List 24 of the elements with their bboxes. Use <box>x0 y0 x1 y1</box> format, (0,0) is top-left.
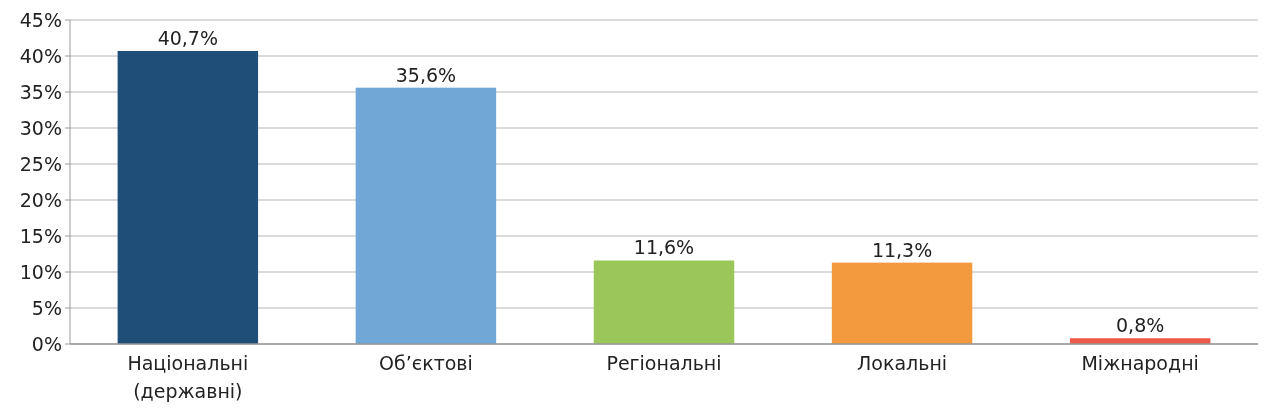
y-tick-label: 10% <box>19 260 62 283</box>
y-tick-label: 40% <box>19 44 62 67</box>
y-tick-label: 35% <box>19 80 62 103</box>
x-tick-label: Локальні <box>857 352 948 374</box>
x-tick-label: Об’єктові <box>379 352 473 374</box>
y-tick-label: 25% <box>19 152 62 175</box>
bar <box>355 87 497 344</box>
bar <box>117 50 259 344</box>
x-tick-label: Міжнародні <box>1081 352 1199 374</box>
y-tick-label: 15% <box>19 224 62 247</box>
x-tick-label: Регіональні <box>606 352 722 374</box>
data-label: 40,7% <box>157 26 219 49</box>
data-label: 35,6% <box>395 63 457 86</box>
bar <box>831 262 973 344</box>
y-tick-label: 0% <box>31 332 62 355</box>
y-tick-label: 5% <box>31 296 62 319</box>
y-tick-label: 30% <box>19 116 62 139</box>
data-label: 0,8% <box>1116 314 1165 337</box>
y-tick-label: 20% <box>19 188 62 211</box>
data-label: 11,6% <box>633 236 695 259</box>
y-tick-label: 45% <box>19 8 62 31</box>
data-label: 11,3% <box>871 238 933 261</box>
bar <box>593 260 735 344</box>
x-tick-label: Національні (державні) <box>127 352 249 402</box>
